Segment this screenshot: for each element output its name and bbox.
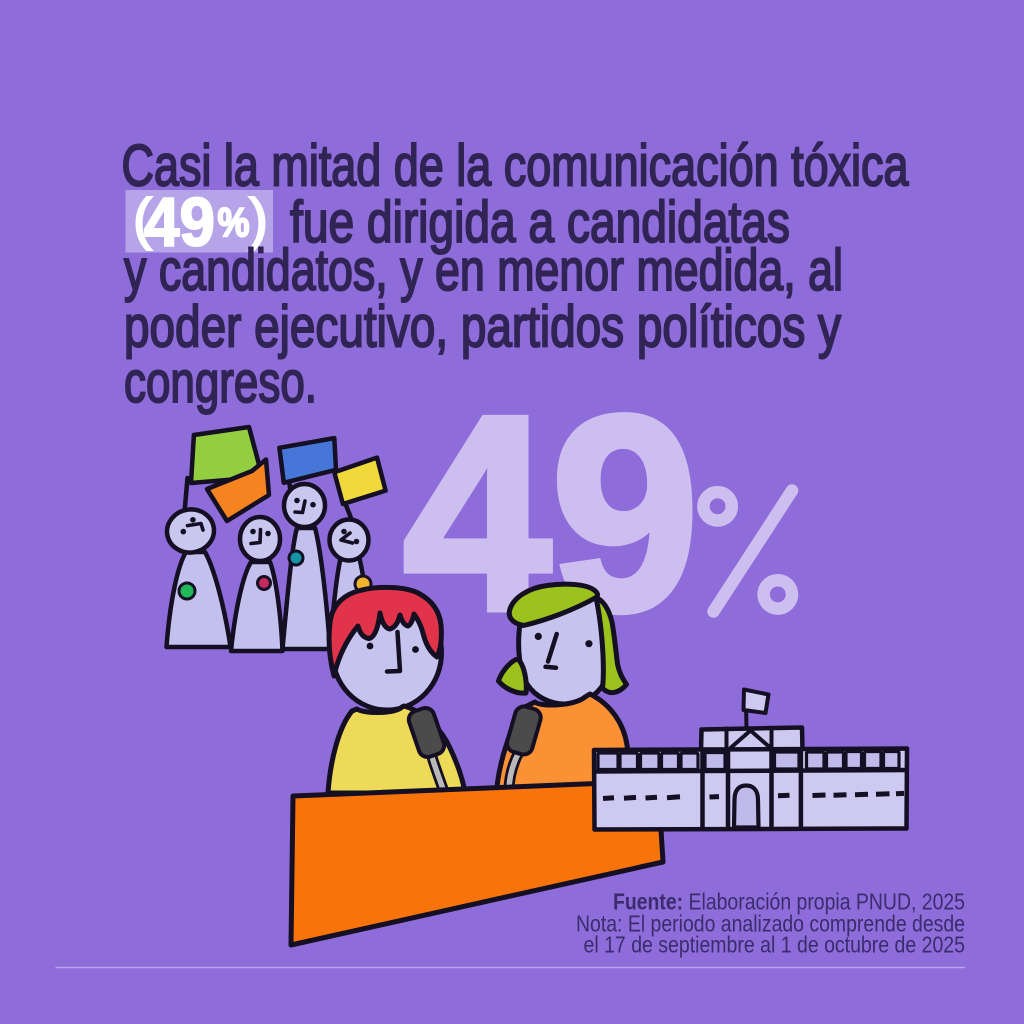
svg-text:Nota: El periodo analizado com: Nota: El periodo analizado comprende des…	[576, 911, 965, 937]
svg-text:congreso.: congreso.	[124, 350, 317, 415]
svg-text:): )	[249, 187, 268, 251]
svg-text:poder ejecutivo, partidos polí: poder ejecutivo, partidos políticos y	[124, 295, 841, 360]
svg-text:%: %	[218, 199, 250, 245]
svg-text:49: 49	[144, 184, 215, 261]
svg-text:Fuente: Elaboración propia PNU: Fuente: Elaboración propia PNUD, 2025	[613, 888, 965, 914]
svg-text:(: (	[133, 187, 152, 251]
svg-text:y candidatos, y en menor medid: y candidatos, y en menor medida, al	[124, 238, 843, 303]
svg-text:49: 49	[403, 358, 699, 668]
svg-text:Casi la mitad de la comunicaci: Casi la mitad de la comunicación tóxica	[122, 134, 910, 199]
svg-text:fue dirigida a candidatas: fue dirigida a candidatas	[290, 190, 790, 255]
svg-text:el 17 de septiembre al 1 de oc: el 17 de septiembre al 1 de octubre de 2…	[584, 932, 966, 958]
